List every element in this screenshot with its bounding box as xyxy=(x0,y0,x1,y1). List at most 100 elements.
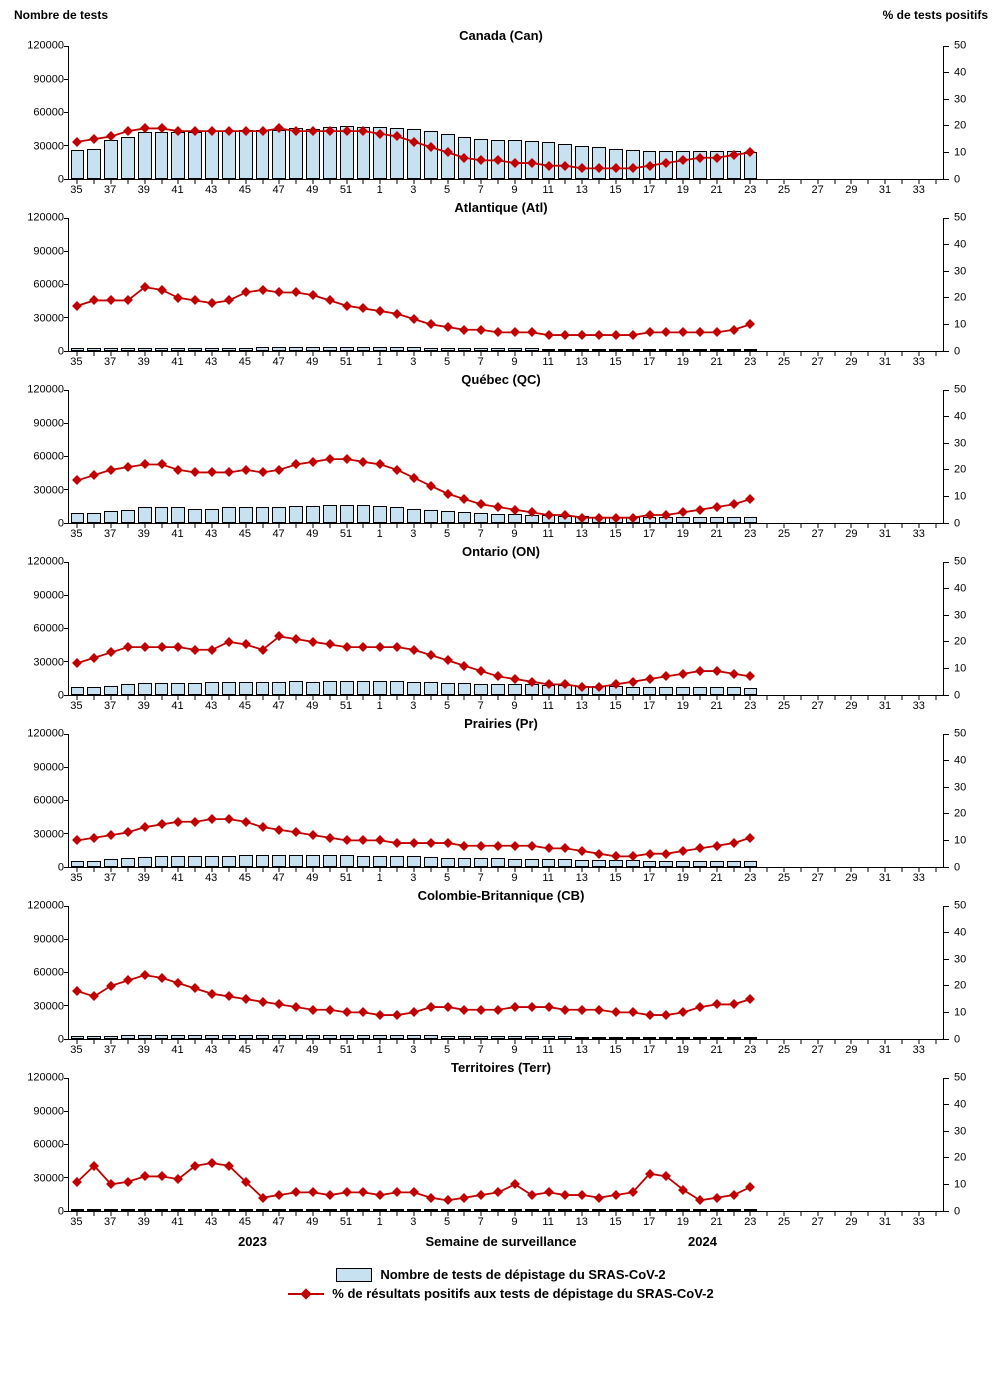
ytick-right: 0 xyxy=(948,347,994,358)
xtick-label: 45 xyxy=(239,872,251,884)
plot-area xyxy=(68,218,944,352)
year-2024-label: 2024 xyxy=(688,1234,717,1249)
ytick-left: 30000 xyxy=(8,1001,64,1012)
ytick-left: 120000 xyxy=(8,557,64,568)
ytick-left: 90000 xyxy=(8,418,64,429)
ytick-right: 30 xyxy=(948,94,994,105)
x-axis-title: Semaine de surveillance xyxy=(425,1234,576,1249)
ytick-left: 60000 xyxy=(8,968,64,979)
y-right-ticks: 01020304050 xyxy=(948,1078,994,1212)
plot-area xyxy=(68,562,944,696)
xtick-label: 35 xyxy=(70,184,82,196)
xtick-label: 27 xyxy=(812,872,824,884)
y-left-ticks: 0300006000090000120000 xyxy=(8,1078,64,1212)
ytick-left: 90000 xyxy=(8,762,64,773)
ytick-right: 40 xyxy=(948,1099,994,1110)
xtick-label: 19 xyxy=(677,184,689,196)
xtick-label: 29 xyxy=(845,1216,857,1228)
xtick-label: 23 xyxy=(744,528,756,540)
xtick-label: 47 xyxy=(272,1044,284,1056)
xtick-label: 35 xyxy=(70,700,82,712)
xtick-label: 35 xyxy=(70,1216,82,1228)
xtick-label: 25 xyxy=(778,184,790,196)
xtick-label: 39 xyxy=(138,872,150,884)
xtick-label: 43 xyxy=(205,356,217,368)
line-layer xyxy=(69,390,944,523)
xtick-label: 37 xyxy=(104,356,116,368)
xtick-label: 19 xyxy=(677,1216,689,1228)
ytick-right: 40 xyxy=(948,411,994,422)
xtick-label: 21 xyxy=(710,356,722,368)
xtick-label: 39 xyxy=(138,1216,150,1228)
xtick-label: 39 xyxy=(138,1044,150,1056)
xtick-label: 31 xyxy=(879,700,891,712)
xtick-label: 11 xyxy=(542,528,553,540)
xtick-label: 47 xyxy=(272,1216,284,1228)
ytick-left: 0 xyxy=(8,347,64,358)
xtick-label: 13 xyxy=(576,1216,588,1228)
ytick-right: 10 xyxy=(948,1008,994,1019)
left-y-axis-title: Nombre de tests xyxy=(14,8,108,22)
x-axis-title-row: 2023 Semaine de surveillance 2024 xyxy=(8,1234,994,1249)
xtick-label: 31 xyxy=(879,528,891,540)
xtick-label: 31 xyxy=(879,1216,891,1228)
y-right-ticks: 01020304050 xyxy=(948,218,994,352)
xtick-label: 31 xyxy=(879,184,891,196)
xtick-label: 23 xyxy=(744,356,756,368)
line-layer xyxy=(69,218,944,351)
ytick-left: 60000 xyxy=(8,1140,64,1151)
xtick-label: 15 xyxy=(609,184,621,196)
xtick-label: 27 xyxy=(812,1216,824,1228)
xtick-label: 7 xyxy=(478,872,484,884)
xtick-label: 47 xyxy=(272,700,284,712)
xtick-label: 1 xyxy=(377,184,383,196)
ytick-right: 40 xyxy=(948,755,994,766)
xtick-label: 37 xyxy=(104,1216,116,1228)
xtick-label: 9 xyxy=(511,700,517,712)
xtick-label: 19 xyxy=(677,700,689,712)
xtick-label: 23 xyxy=(744,1216,756,1228)
ytick-left: 60000 xyxy=(8,452,64,463)
y-left-ticks: 0300006000090000120000 xyxy=(8,562,64,696)
x-ticks: 3537394143454749511357911131517192123252… xyxy=(68,1214,944,1230)
xtick-label: 21 xyxy=(710,528,722,540)
xtick-label: 45 xyxy=(239,700,251,712)
y-left-ticks: 0300006000090000120000 xyxy=(8,906,64,1040)
panel-title: Atlantique (Atl) xyxy=(8,200,994,215)
xtick-label: 19 xyxy=(677,1044,689,1056)
xtick-label: 33 xyxy=(913,528,925,540)
xtick-label: 1 xyxy=(377,700,383,712)
ytick-left: 0 xyxy=(8,519,64,530)
x-ticks: 3537394143454749511357911131517192123252… xyxy=(68,182,944,198)
xtick-label: 41 xyxy=(171,1044,183,1056)
ytick-right: 30 xyxy=(948,266,994,277)
legend-bar-label: Nombre de tests de dépistage du SRAS-CoV… xyxy=(380,1267,665,1282)
ytick-left: 0 xyxy=(8,1035,64,1046)
ytick-right: 20 xyxy=(948,637,994,648)
ytick-right: 20 xyxy=(948,809,994,820)
ytick-left: 0 xyxy=(8,691,64,702)
year-2023-label: 2023 xyxy=(238,1234,267,1249)
x-ticks: 3537394143454749511357911131517192123252… xyxy=(68,698,944,714)
xtick-label: 9 xyxy=(511,184,517,196)
plot-area xyxy=(68,734,944,868)
xtick-label: 43 xyxy=(205,184,217,196)
xtick-label: 25 xyxy=(778,872,790,884)
ytick-right: 10 xyxy=(948,1180,994,1191)
xtick-label: 21 xyxy=(710,700,722,712)
y-left-ticks: 0300006000090000120000 xyxy=(8,218,64,352)
ytick-left: 120000 xyxy=(8,41,64,52)
ytick-left: 90000 xyxy=(8,590,64,601)
xtick-label: 33 xyxy=(913,700,925,712)
ytick-right: 20 xyxy=(948,1153,994,1164)
xtick-label: 5 xyxy=(444,872,450,884)
x-ticks: 3537394143454749511357911131517192123252… xyxy=(68,870,944,886)
xtick-label: 51 xyxy=(340,700,352,712)
legend-line-row: % de résultats positifs aux tests de dép… xyxy=(8,1286,994,1301)
legend-bar-row: Nombre de tests de dépistage du SRAS-CoV… xyxy=(8,1267,994,1282)
xtick-label: 11 xyxy=(542,872,553,884)
line-layer xyxy=(69,1078,944,1211)
xtick-label: 7 xyxy=(478,1044,484,1056)
xtick-label: 51 xyxy=(340,356,352,368)
xtick-label: 25 xyxy=(778,1044,790,1056)
